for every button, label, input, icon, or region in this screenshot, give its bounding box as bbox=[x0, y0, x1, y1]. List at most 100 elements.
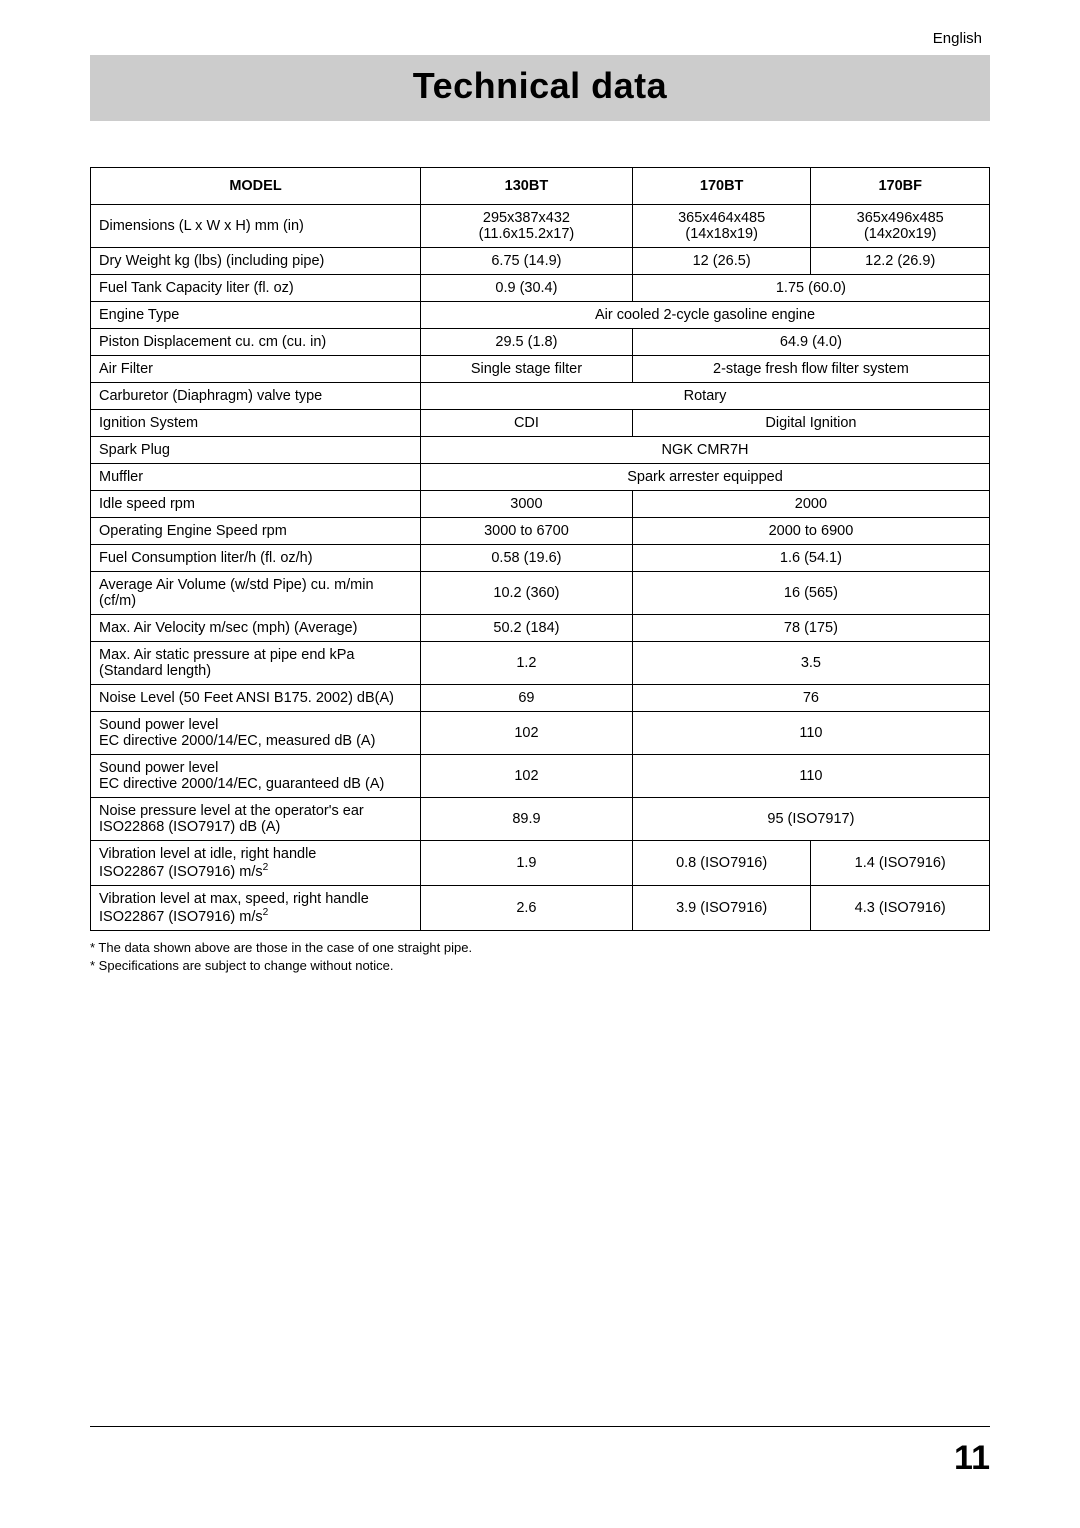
cell: 110 bbox=[632, 755, 989, 798]
cell: NGK CMR7H bbox=[421, 437, 990, 464]
cell-line: (14x18x19) bbox=[685, 226, 758, 242]
cell: 2-stage fresh flow filter system bbox=[632, 356, 989, 383]
table-row: Operating Engine Speed rpm 3000 to 6700 … bbox=[91, 518, 990, 545]
row-label: Average Air Volume (w/std Pipe) cu. m/mi… bbox=[91, 572, 421, 615]
row-label: Dry Weight kg (lbs) (including pipe) bbox=[91, 248, 421, 275]
cell: 4.3 (ISO7916) bbox=[811, 885, 990, 930]
cell: 2.6 bbox=[421, 885, 633, 930]
cell: 12 (26.5) bbox=[632, 248, 811, 275]
cell: 1.75 (60.0) bbox=[632, 275, 989, 302]
table-row: Sound power level EC directive 2000/14/E… bbox=[91, 712, 990, 755]
label-line: ISO22868 (ISO7917) dB (A) bbox=[99, 819, 280, 835]
row-label: Muffler bbox=[91, 464, 421, 491]
table-row: Spark Plug NGK CMR7H bbox=[91, 437, 990, 464]
cell: 89.9 bbox=[421, 798, 633, 841]
cell: Digital Ignition bbox=[632, 410, 989, 437]
label-line: Vibration level at idle, right handle bbox=[99, 846, 316, 862]
row-label: Carburetor (Diaphragm) valve type bbox=[91, 383, 421, 410]
table-row: Vibration level at idle, right handle IS… bbox=[91, 841, 990, 886]
label-line: ISO22867 (ISO7916) m/s bbox=[99, 909, 263, 925]
row-label: Fuel Tank Capacity liter (fl. oz) bbox=[91, 275, 421, 302]
language-label: English bbox=[90, 30, 990, 47]
header-col-1: 130BT bbox=[421, 168, 633, 205]
table-row: Vibration level at max, speed, right han… bbox=[91, 885, 990, 930]
table-row: Muffler Spark arrester equipped bbox=[91, 464, 990, 491]
cell: 29.5 (1.8) bbox=[421, 329, 633, 356]
cell: 78 (175) bbox=[632, 615, 989, 642]
spec-table: MODEL 130BT 170BT 170BF Dimensions (L x … bbox=[90, 167, 990, 931]
row-label: Air Filter bbox=[91, 356, 421, 383]
cell: 64.9 (4.0) bbox=[632, 329, 989, 356]
cell: 76 bbox=[632, 685, 989, 712]
cell: 95 (ISO7917) bbox=[632, 798, 989, 841]
cell: 365x496x485 (14x20x19) bbox=[811, 205, 990, 248]
row-label: Max. Air static pressure at pipe end kPa… bbox=[91, 642, 421, 685]
header-col-3: 170BF bbox=[811, 168, 990, 205]
cell-line: 295x387x432 bbox=[483, 210, 570, 226]
footnote: * The data shown above are those in the … bbox=[90, 939, 990, 957]
table-row: Noise pressure level at the operator's e… bbox=[91, 798, 990, 841]
cell: Single stage filter bbox=[421, 356, 633, 383]
row-label: Max. Air Velocity m/sec (mph) (Average) bbox=[91, 615, 421, 642]
label-line: Max. Air static pressure at pipe end kPa bbox=[99, 647, 355, 663]
cell: 1.2 bbox=[421, 642, 633, 685]
table-row: Piston Displacement cu. cm (cu. in) 29.5… bbox=[91, 329, 990, 356]
header-model: MODEL bbox=[91, 168, 421, 205]
cell: 2000 bbox=[632, 491, 989, 518]
cell-line: 365x464x485 bbox=[678, 210, 765, 226]
cell: 6.75 (14.9) bbox=[421, 248, 633, 275]
cell: Spark arrester equipped bbox=[421, 464, 990, 491]
label-line: (Standard length) bbox=[99, 663, 211, 679]
superscript: 2 bbox=[263, 862, 269, 873]
row-label: Piston Displacement cu. cm (cu. in) bbox=[91, 329, 421, 356]
cell: 1.6 (54.1) bbox=[632, 545, 989, 572]
page-footer: 11 bbox=[90, 1426, 990, 1478]
row-label: Ignition System bbox=[91, 410, 421, 437]
cell-line: (14x20x19) bbox=[864, 226, 937, 242]
cell: 110 bbox=[632, 712, 989, 755]
table-row: Max. Air static pressure at pipe end kPa… bbox=[91, 642, 990, 685]
cell: 3000 bbox=[421, 491, 633, 518]
page-title: Technical data bbox=[90, 65, 990, 107]
table-row: Fuel Tank Capacity liter (fl. oz) 0.9 (3… bbox=[91, 275, 990, 302]
label-line: Noise pressure level at the operator's e… bbox=[99, 803, 364, 819]
cell-line: 365x496x485 bbox=[857, 210, 944, 226]
footnotes: * The data shown above are those in the … bbox=[90, 939, 990, 975]
cell: 1.9 bbox=[421, 841, 633, 886]
cell: 1.4 (ISO7916) bbox=[811, 841, 990, 886]
row-label: Engine Type bbox=[91, 302, 421, 329]
row-label: Sound power level EC directive 2000/14/E… bbox=[91, 755, 421, 798]
table-row: Average Air Volume (w/std Pipe) cu. m/mi… bbox=[91, 572, 990, 615]
page-number: 11 bbox=[954, 1439, 990, 1477]
table-row: Dimensions (L x W x H) mm (in) 295x387x4… bbox=[91, 205, 990, 248]
table-row: Carburetor (Diaphragm) valve type Rotary bbox=[91, 383, 990, 410]
superscript: 2 bbox=[263, 907, 269, 918]
label-line: Sound power level bbox=[99, 717, 218, 733]
cell: CDI bbox=[421, 410, 633, 437]
row-label: Noise pressure level at the operator's e… bbox=[91, 798, 421, 841]
title-bar: Technical data bbox=[90, 55, 990, 121]
row-label: Idle speed rpm bbox=[91, 491, 421, 518]
cell: Air cooled 2-cycle gasoline engine bbox=[421, 302, 990, 329]
table-row: Engine Type Air cooled 2-cycle gasoline … bbox=[91, 302, 990, 329]
row-label: Operating Engine Speed rpm bbox=[91, 518, 421, 545]
table-row: Idle speed rpm 3000 2000 bbox=[91, 491, 990, 518]
cell: 0.58 (19.6) bbox=[421, 545, 633, 572]
table-row: Air Filter Single stage filter 2-stage f… bbox=[91, 356, 990, 383]
header-col-2: 170BT bbox=[632, 168, 811, 205]
table-row: Dry Weight kg (lbs) (including pipe) 6.7… bbox=[91, 248, 990, 275]
table-row: Noise Level (50 Feet ANSI B175. 2002) dB… bbox=[91, 685, 990, 712]
table-row: Max. Air Velocity m/sec (mph) (Average) … bbox=[91, 615, 990, 642]
cell: 69 bbox=[421, 685, 633, 712]
table-row: Sound power level EC directive 2000/14/E… bbox=[91, 755, 990, 798]
page: English Technical data MODEL 130BT 170BT… bbox=[0, 0, 1080, 975]
row-label: Dimensions (L x W x H) mm (in) bbox=[91, 205, 421, 248]
cell: 102 bbox=[421, 712, 633, 755]
cell: 3.9 (ISO7916) bbox=[632, 885, 811, 930]
table-header-row: MODEL 130BT 170BT 170BF bbox=[91, 168, 990, 205]
cell: Rotary bbox=[421, 383, 990, 410]
row-label: Spark Plug bbox=[91, 437, 421, 464]
row-label: Sound power level EC directive 2000/14/E… bbox=[91, 712, 421, 755]
cell: 295x387x432 (11.6x15.2x17) bbox=[421, 205, 633, 248]
cell: 365x464x485 (14x18x19) bbox=[632, 205, 811, 248]
